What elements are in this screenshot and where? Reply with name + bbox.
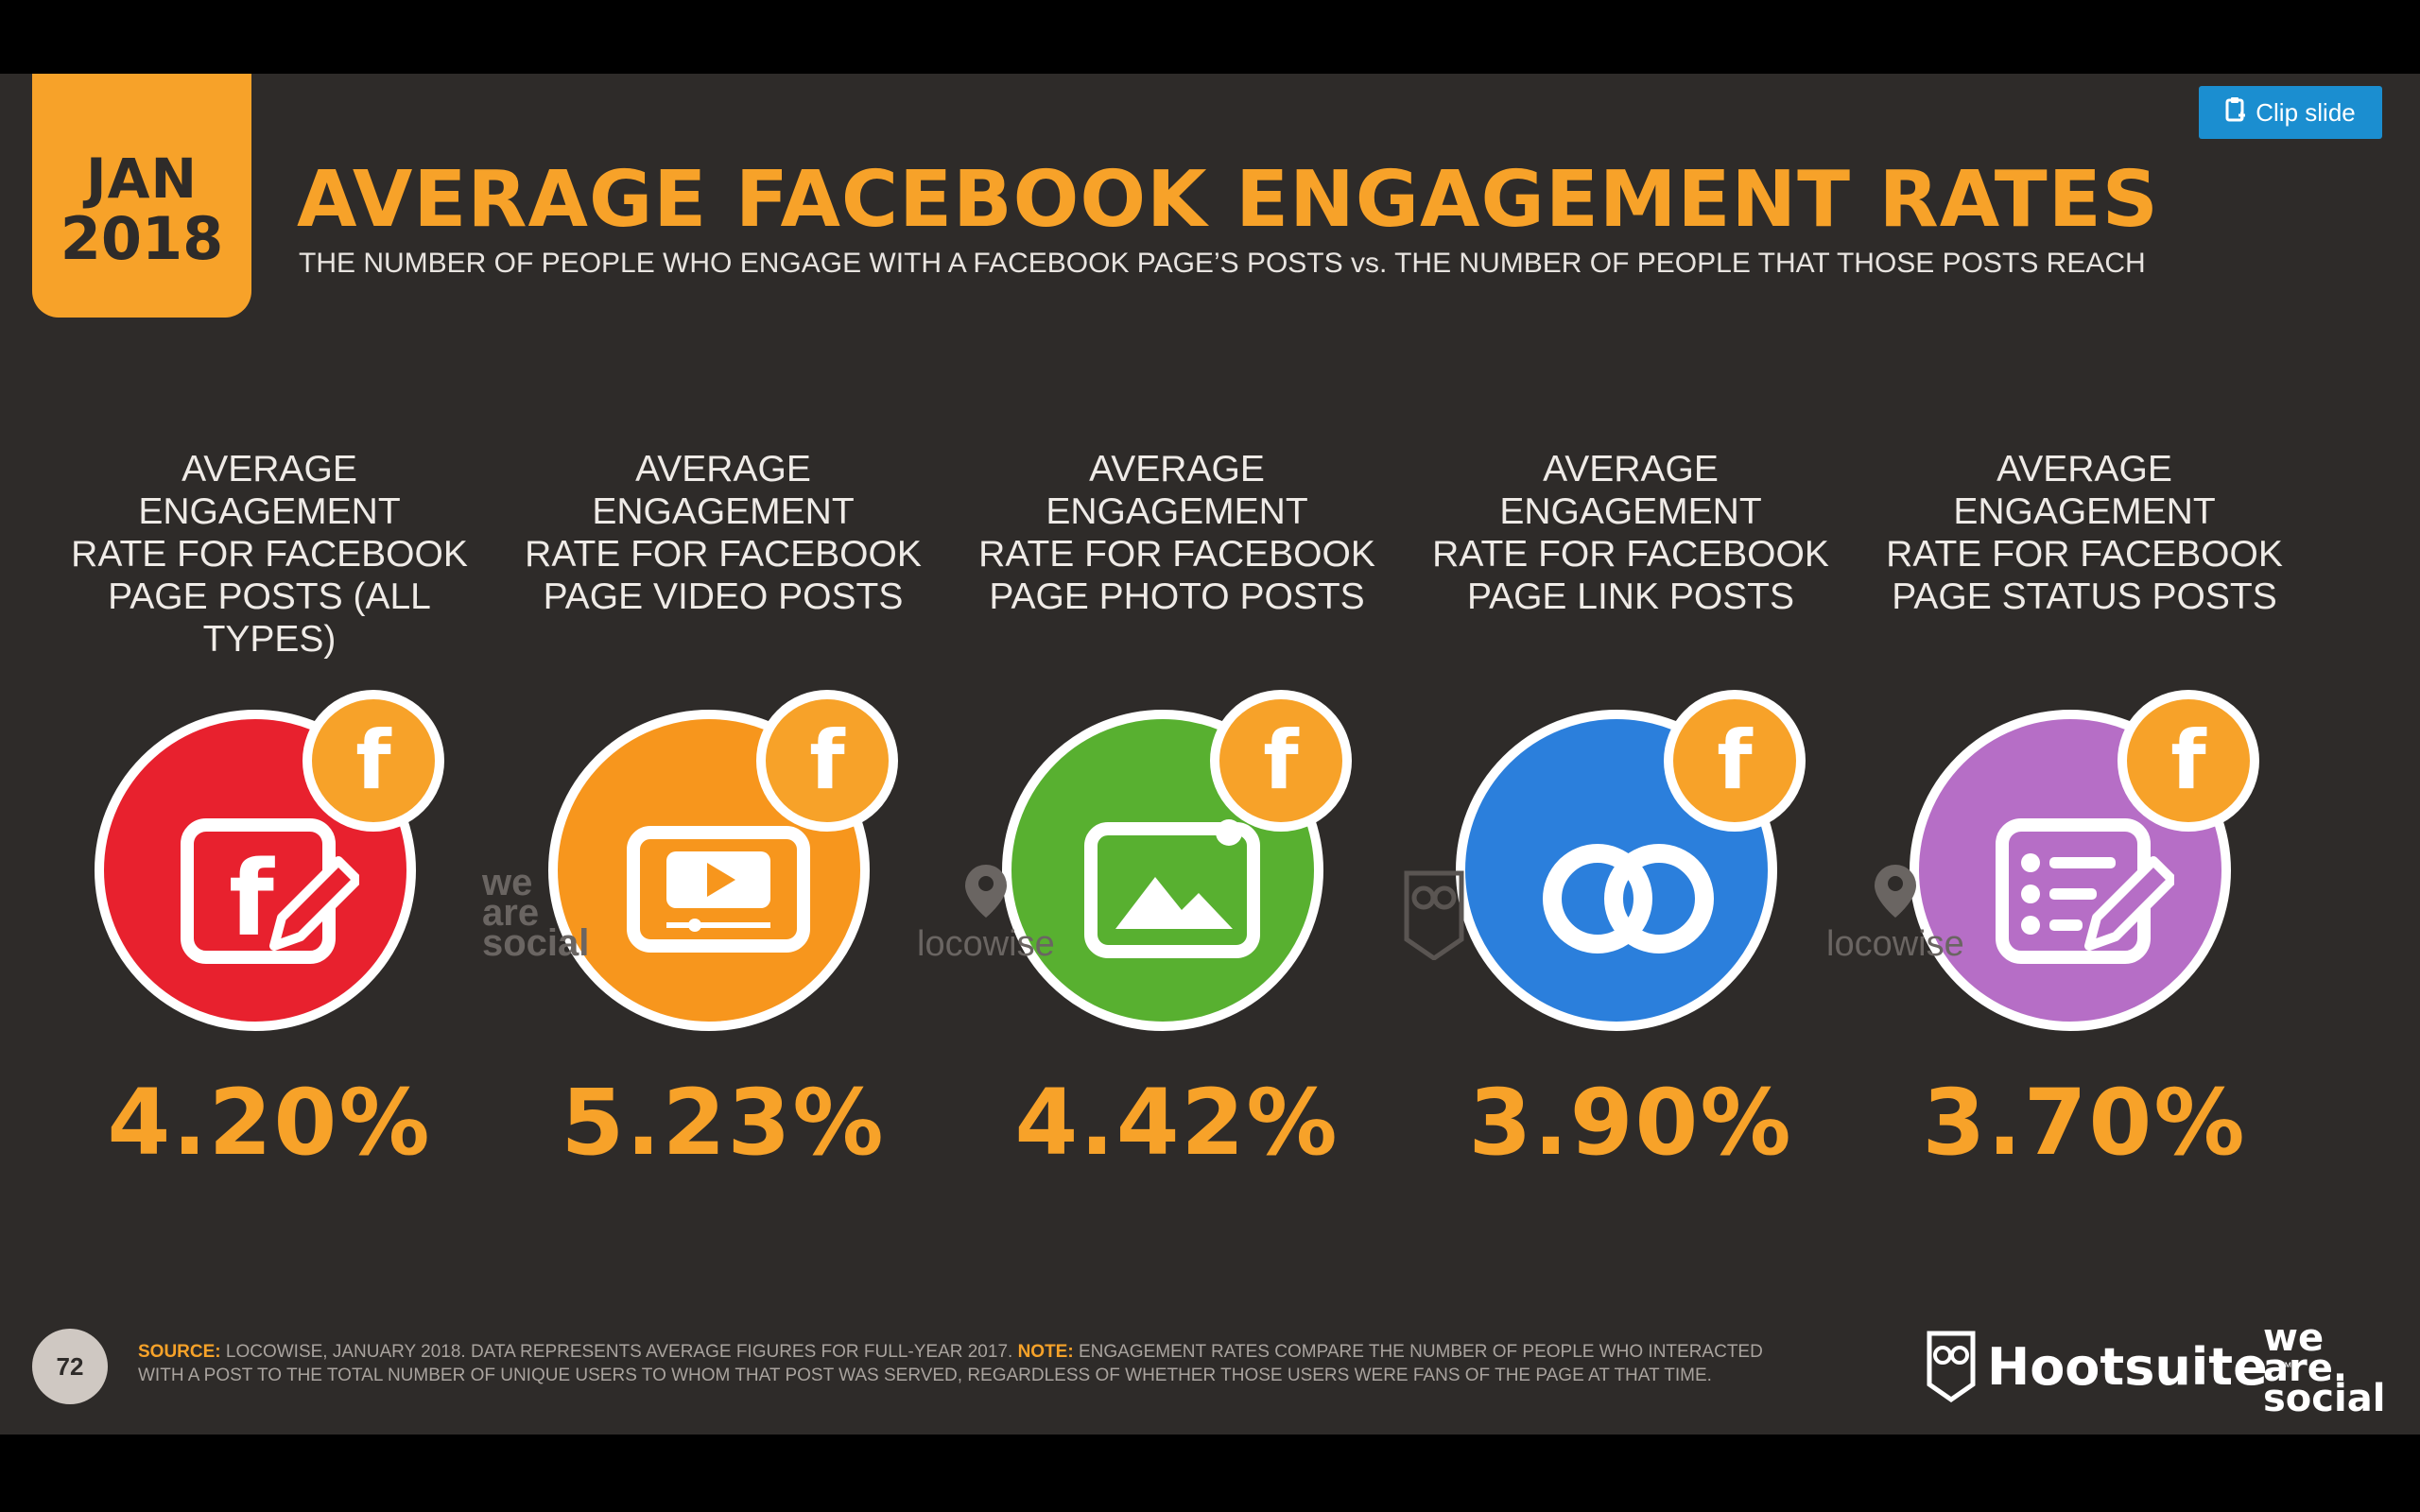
slide: JAN 2018 AVERAGE FACEBOOK ENGAGEMENT RAT… <box>0 74 2420 1435</box>
column-label: AVERAGE ENGAGEMENT RATE FOR FACEBOOK PAG… <box>978 449 1375 617</box>
page-number: 72 <box>32 1329 108 1404</box>
date-badge: JAN 2018 <box>32 74 251 318</box>
watermark-line: are <box>482 892 540 934</box>
engagement-value: 4.42% <box>1014 1070 1340 1176</box>
note-label: NOTE: <box>1017 1342 1074 1362</box>
footer-source-note: SOURCE: LOCOWISE, JANUARY 2018. DATA REP… <box>138 1340 1792 1387</box>
slide-subtitle: THE NUMBER OF PEOPLE WHO ENGAGE WITH A F… <box>299 248 2146 279</box>
column-video: AVERAGE ENGAGEMENT RATE FOR FACEBOOK PAG… <box>501 448 945 1185</box>
hootsuite-owl-watermark <box>1403 869 1465 965</box>
watermark-line: we <box>482 862 533 903</box>
hootsuite-wordmark: Hootsuite <box>1987 1336 2268 1397</box>
trademark-symbol: ™ <box>2278 1359 2292 1374</box>
column-status: AVERAGE ENGAGEMENT RATE FOR FACEBOOK PAG… <box>1862 448 2307 1185</box>
engagement-value: 3.70% <box>1922 1070 2247 1176</box>
source-label: SOURCE: <box>138 1342 221 1362</box>
locowise-text: locowise <box>1826 924 1964 964</box>
status-list-edit-icon <box>1996 818 2174 964</box>
column-link: AVERAGE ENGAGEMENT RATE FOR FACEBOOK PAG… <box>1409 448 1853 1185</box>
locowise-watermark: locowise <box>917 863 1055 965</box>
locowise-watermark: locowise <box>1826 863 1964 965</box>
link-icon <box>1543 844 1714 954</box>
column-all-types: AVERAGE ENGAGEMENT RATE FOR FACEBOOK PAG… <box>47 448 492 1185</box>
date-year: 2018 <box>60 204 224 273</box>
watermark-line: social <box>482 922 590 964</box>
facebook-badge-icon: f <box>1664 690 1806 832</box>
logo-line: social <box>2263 1377 2386 1420</box>
engagement-value: 4.20% <box>107 1070 432 1176</box>
icon-group: f <box>548 690 898 1031</box>
icon-group: f <box>1002 690 1352 1031</box>
clipboard-icon <box>2225 96 2246 129</box>
note-text: ENGAGEMENT RATES COMPARE THE NUMBER OF P… <box>138 1342 1763 1385</box>
facebook-badge-icon: f <box>1210 690 1352 832</box>
hootsuite-owl-icon <box>1927 1331 1976 1402</box>
facebook-post-edit-icon: f <box>181 818 359 964</box>
clip-slide-button[interactable]: Clip slide <box>2199 86 2382 139</box>
hootsuite-logo: Hootsuite ™ <box>1927 1331 2292 1402</box>
photo-icon <box>1084 819 1260 958</box>
facebook-badge-icon: f <box>756 690 898 832</box>
icon-group: f f <box>95 690 444 1031</box>
column-label: AVERAGE ENGAGEMENT RATE FOR FACEBOOK PAG… <box>1886 449 2283 617</box>
column-photo: AVERAGE ENGAGEMENT RATE FOR FACEBOOK PAG… <box>955 448 1399 1185</box>
we-are-social-watermark: we are social <box>482 862 590 964</box>
locowise-text: locowise <box>917 924 1055 964</box>
locowise-pin-icon <box>964 865 1007 918</box>
slide-title: AVERAGE FACEBOOK ENGAGEMENT RATES <box>297 155 2159 245</box>
column-label: AVERAGE ENGAGEMENT RATE FOR FACEBOOK PAG… <box>1432 449 1829 617</box>
logo-line: we <box>2263 1316 2325 1360</box>
svg-text:f: f <box>229 838 275 959</box>
icon-group: f <box>1456 690 1806 1031</box>
logo-line: are. <box>2263 1347 2348 1390</box>
column-label: AVERAGE ENGAGEMENT RATE FOR FACEBOOK PAG… <box>71 449 468 660</box>
clip-slide-label: Clip slide <box>2256 97 2356 127</box>
icon-group: f <box>1910 690 2259 1031</box>
engagement-value: 5.23% <box>561 1070 886 1176</box>
source-text: LOCOWISE, JANUARY 2018. DATA REPRESENTS … <box>220 1342 1018 1362</box>
engagement-columns: AVERAGE ENGAGEMENT RATE FOR FACEBOOK PAG… <box>47 448 2373 1185</box>
engagement-value: 3.90% <box>1468 1070 1793 1176</box>
we-are-social-logo: we are. social <box>2263 1316 2386 1420</box>
facebook-badge-icon: f <box>302 690 444 832</box>
date-month: JAN <box>85 146 198 211</box>
column-label: AVERAGE ENGAGEMENT RATE FOR FACEBOOK PAG… <box>525 449 922 617</box>
video-player-icon <box>627 826 810 953</box>
facebook-badge-icon: f <box>2118 690 2259 832</box>
locowise-pin-icon <box>1874 865 1916 918</box>
